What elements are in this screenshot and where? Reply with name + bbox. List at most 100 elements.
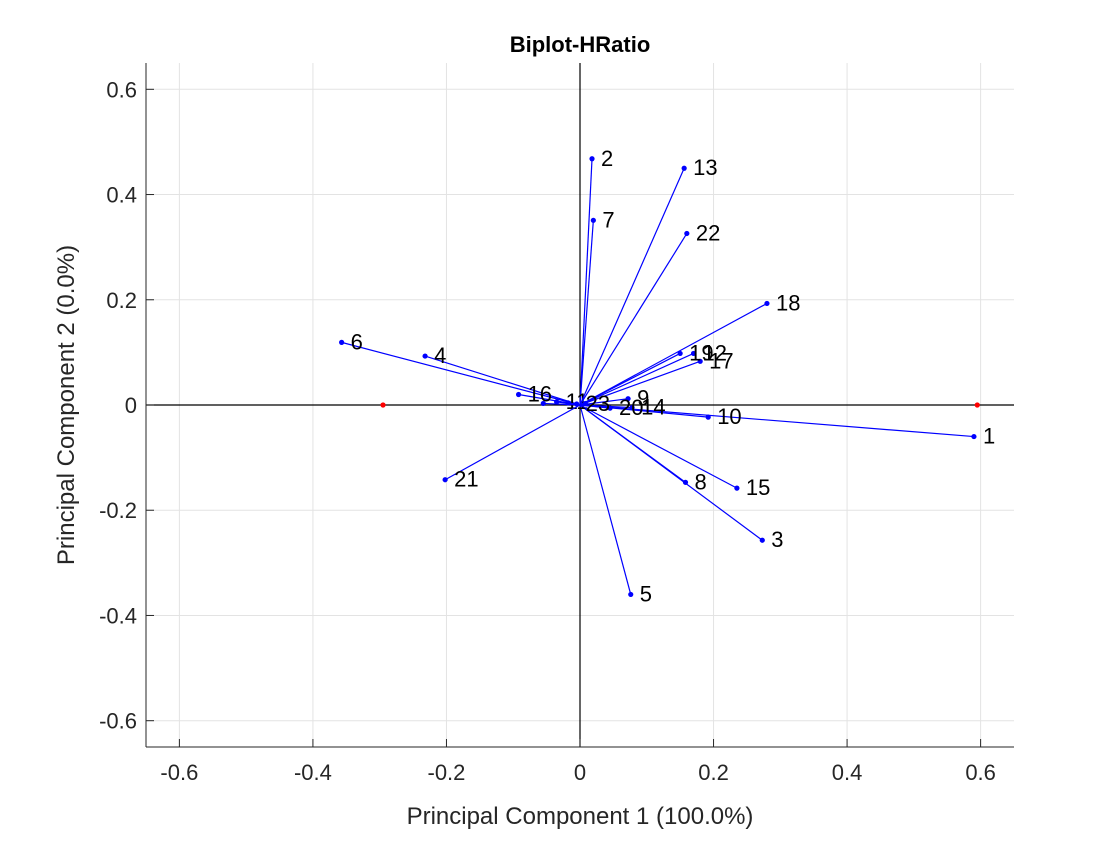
- x-tick-label: 0: [574, 760, 586, 785]
- vector-label: 1: [983, 424, 995, 449]
- vector-21: 21: [442, 404, 581, 492]
- vector-endpoint: [540, 400, 546, 407]
- vector-line: [579, 220, 594, 406]
- vector-endpoint: [582, 400, 588, 407]
- vector-18: 18: [579, 290, 800, 406]
- vector-label: 10: [717, 404, 741, 429]
- vector-13: 13: [579, 155, 718, 406]
- vector-line: [444, 404, 581, 481]
- vector-endpoint: [684, 230, 690, 237]
- vector-endpoint: [629, 405, 635, 411]
- vector-4: 4: [422, 343, 581, 406]
- vector-endpoint: [625, 396, 631, 402]
- vector-label: 21: [454, 467, 478, 492]
- vector-19: 19: [579, 340, 714, 406]
- vector-line: [579, 404, 974, 438]
- y-tick-label: 0.2: [106, 288, 137, 313]
- vector-unlabeled: [579, 400, 588, 407]
- vector-unlabeled: [565, 400, 581, 406]
- vector-15: 15: [579, 404, 770, 500]
- vector-label: 8: [694, 469, 706, 494]
- vector-endpoint: [681, 165, 687, 171]
- vector-line: [579, 398, 629, 406]
- vector-label: 23: [586, 391, 610, 416]
- vector-line: [341, 341, 581, 406]
- vector-label: 9: [637, 386, 649, 411]
- vector-line: [579, 233, 688, 406]
- score-point: [380, 402, 386, 408]
- vector-endpoint: [565, 400, 571, 406]
- vector-14: 14: [579, 395, 666, 420]
- x-tick-label: -0.6: [160, 760, 198, 785]
- vector-endpoint: [515, 391, 522, 398]
- y-axis-label: Principal Component 2 (0.0%): [53, 245, 80, 565]
- vector-line: [579, 404, 632, 595]
- x-tick-label: -0.4: [294, 760, 332, 785]
- vector-unlabeled: [540, 400, 581, 407]
- vector-20: 20: [579, 395, 644, 420]
- y-tick-label: 0.6: [106, 77, 137, 102]
- vector-10: 10: [579, 404, 742, 429]
- vector-label: 11: [566, 389, 589, 414]
- vector-endpoint: [705, 414, 711, 420]
- vector-label: 12: [703, 340, 727, 365]
- vector-23: 23: [574, 391, 610, 416]
- vector-label: 14: [641, 395, 665, 420]
- x-tick-label: 0.6: [965, 760, 996, 785]
- y-tick-label: -0.4: [99, 603, 137, 628]
- vector-endpoint: [971, 433, 977, 440]
- vector-endpoint: [690, 350, 697, 357]
- vector-22: 22: [579, 220, 720, 406]
- vector-12: 12: [579, 340, 727, 406]
- y-tick-label: 0: [125, 393, 137, 418]
- score-points: [380, 402, 980, 408]
- vector-5: 5: [579, 404, 652, 606]
- vector-endpoint: [589, 156, 595, 162]
- vector-endpoint: [759, 537, 765, 543]
- vector-endpoint: [422, 353, 428, 359]
- vector-label: 2: [601, 146, 613, 171]
- vector-17: 17: [579, 348, 734, 406]
- vector-endpoint: [442, 477, 448, 483]
- x-tick-label: 0.2: [698, 760, 729, 785]
- vector-label: 22: [696, 220, 720, 245]
- vector-endpoint: [682, 479, 689, 485]
- chart-title: Biplot-HRatio: [510, 32, 651, 57]
- y-tick-label: -0.6: [99, 709, 137, 734]
- vector-label: 15: [746, 475, 770, 500]
- vector-8: 8: [579, 404, 707, 494]
- vector-6: 6: [339, 329, 581, 406]
- vector-line: [543, 402, 581, 406]
- vector-line: [579, 360, 701, 406]
- vector-label: 18: [776, 290, 800, 315]
- vector-endpoint: [590, 217, 596, 223]
- vector-line: [579, 302, 768, 406]
- y-tick-label: -0.2: [99, 498, 137, 523]
- vector-endpoint: [677, 350, 683, 357]
- vector-16: 16: [515, 381, 581, 406]
- vector-endpoint: [764, 300, 770, 307]
- vector-endpoint: [607, 405, 613, 411]
- vector-endpoint: [339, 339, 345, 345]
- vector-label: 19: [689, 340, 713, 365]
- x-tick-label: -0.2: [428, 760, 466, 785]
- vector-label: 4: [434, 343, 446, 368]
- tick-labels: -0.6 -0.4 -0.2 0 0.2 0.4 0.6 -0.6 -0.4 -0.2 0 0.2 0.…: [99, 77, 996, 785]
- vector-line: [579, 167, 685, 406]
- vector-label: 5: [640, 581, 652, 606]
- vector-label: 13: [693, 155, 717, 180]
- vector-label: 16: [528, 381, 552, 406]
- vector-7: 7: [579, 207, 615, 406]
- vector-line: [579, 404, 686, 483]
- vector-line: [579, 404, 738, 489]
- score-point: [974, 402, 980, 408]
- vector-endpoint: [697, 358, 703, 364]
- x-axis-label: Principal Component 1 (100.0%): [407, 803, 754, 830]
- x-tick-label: 0.4: [832, 760, 863, 785]
- vector-line: [579, 352, 681, 406]
- vector-label: 6: [351, 329, 363, 354]
- vector-label: 3: [771, 527, 783, 552]
